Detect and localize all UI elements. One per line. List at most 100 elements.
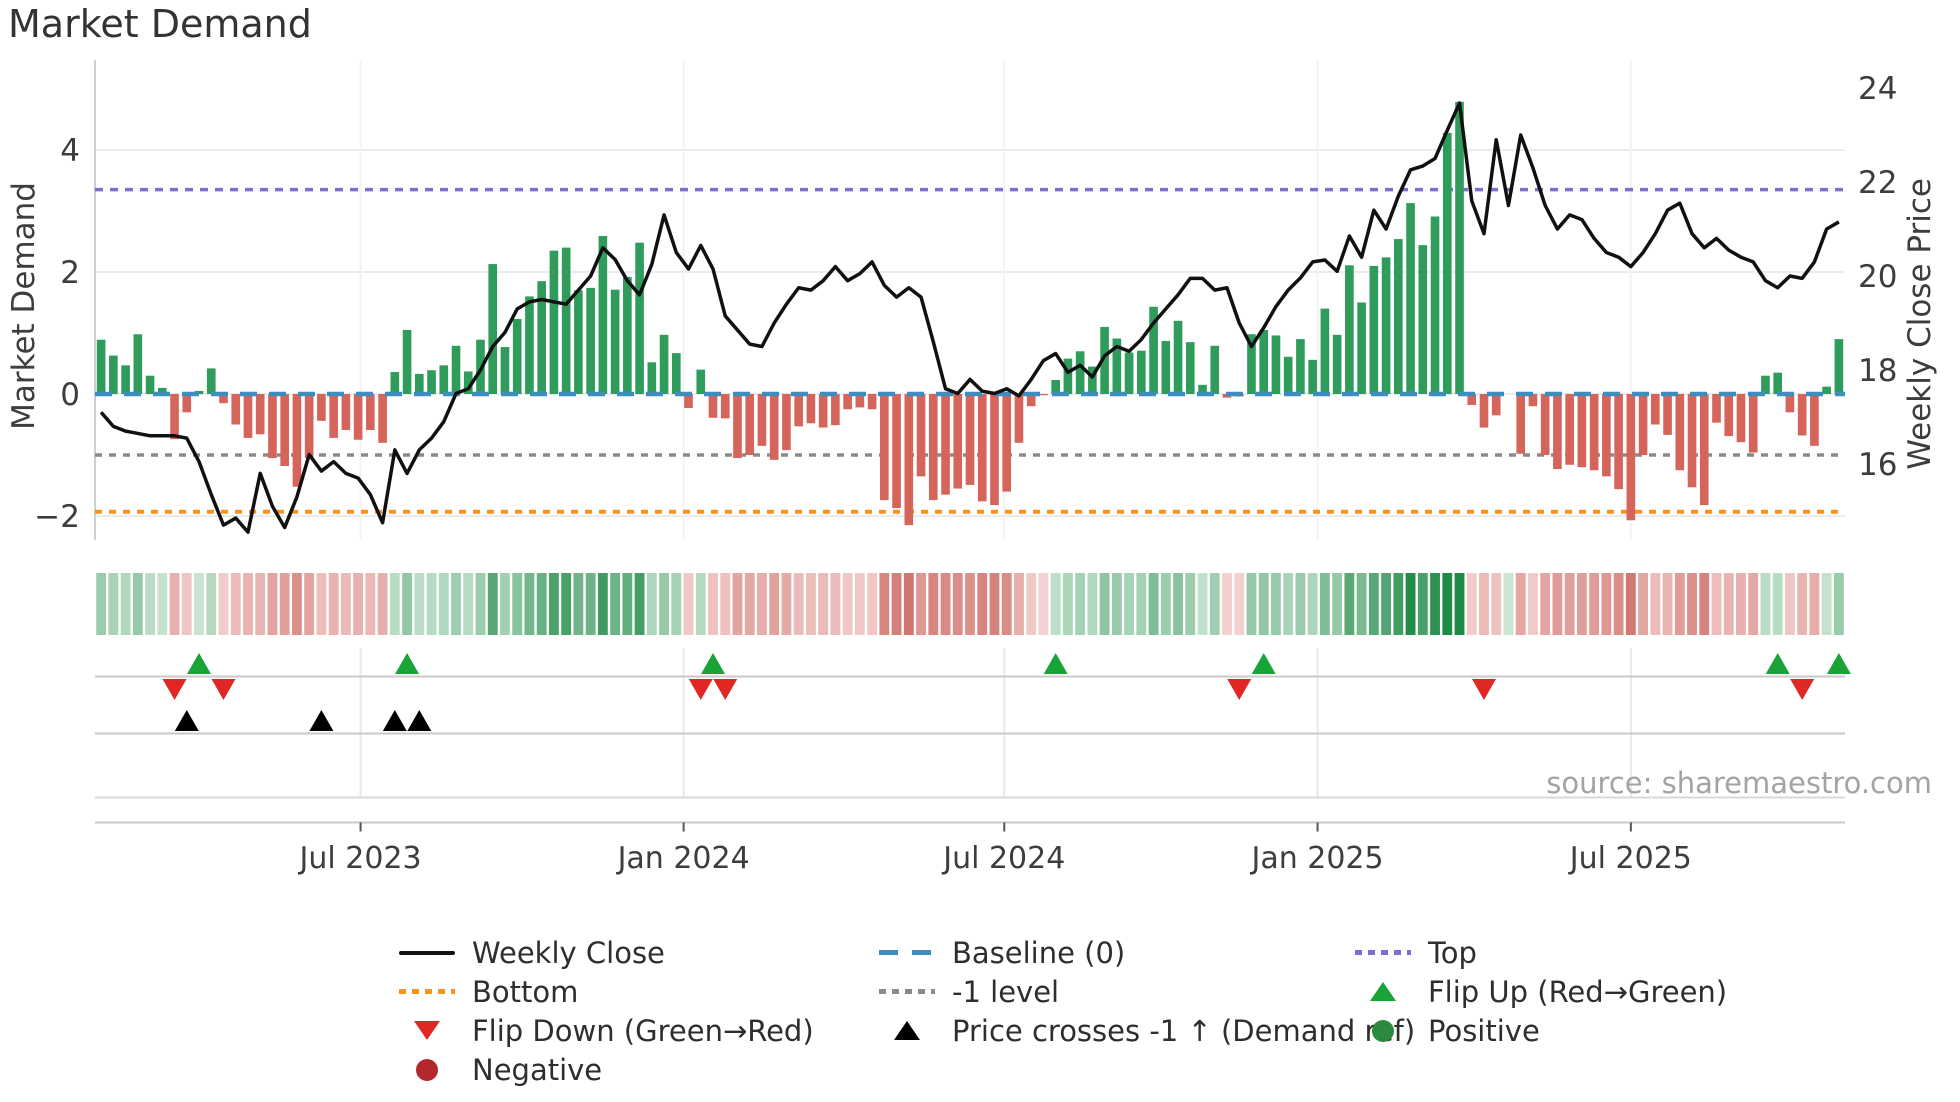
circle-green-icon [1372,1019,1394,1042]
heatmap-cell [1589,573,1600,635]
heatmap-cell [1515,573,1526,635]
heatmap-cell [1222,573,1232,635]
heatmap-cell [1601,573,1612,635]
heatmap-cell [928,573,939,635]
demand-bar-negative [977,394,987,502]
demand-bar-positive [1259,329,1269,394]
price-cross-triangle-icon [309,710,334,731]
heatmap-cell [463,573,474,635]
heatmap-cell [304,573,315,635]
flip-down-triangle-icon [713,679,738,700]
price-cross-markers [174,710,432,731]
legend-label: Bottom [472,974,579,1009]
heatmap-cell [157,573,168,635]
heatmap-cell [108,573,119,635]
heatmap-cell [487,573,498,635]
heatmap-cell [903,573,914,635]
demand-bar-positive [623,276,632,394]
demand-bar-positive [1112,338,1122,394]
demand-bar-positive [1283,356,1293,394]
legend-item-flip-up-red-green: Flip Up (Red→Green) [1352,972,1727,1011]
demand-bar-positive [1308,359,1317,394]
heatmap-cell [292,573,302,635]
flip-down-triangle-icon [688,679,713,700]
demand-bar-positive [1381,257,1391,394]
demand-bar-negative [353,394,363,440]
demand-bar-negative [1467,394,1477,405]
y-left-tick-label: 4 [60,133,80,169]
legend-item-bottom: Bottom [396,972,814,1011]
flip-down-triangle-icon [211,679,236,700]
heatmap-cell [1087,573,1098,635]
x-tick-label: Jul 2023 [298,841,422,876]
heatmap-cell [120,573,131,635]
heatmap-cell [1209,573,1220,635]
heatmap-cell [365,573,376,635]
demand-bar-negative [1736,394,1746,443]
demand-bar-negative [745,394,755,455]
demand-bar-positive [1075,351,1085,394]
heatmap-cell [1368,573,1379,635]
demand-bar-positive [671,353,681,394]
heatmap-cell [1772,573,1783,635]
legend-label: Price crosses -1 ↑ (Demand ref) [952,1013,1416,1048]
heatmap-cell [512,573,523,635]
demand-bar-positive [1345,265,1354,394]
heatmap-cell [145,573,155,635]
heatmap-cell [451,573,461,635]
demand-bar-negative [892,394,901,509]
demand-bar-negative [1724,394,1734,437]
heatmap-cell [169,573,180,635]
heatmap-cell [818,573,829,635]
demand-bar-positive [1137,350,1146,394]
demand-bar-negative [990,394,999,506]
heatmap-cell [243,573,253,635]
demand-bar-positive [1271,335,1281,394]
heatmap-cell [1026,573,1037,635]
heatmap-cell [1662,573,1673,635]
demand-bar-positive [488,264,498,394]
demand-bar-negative [1699,394,1709,506]
heatmap-cell [708,573,718,635]
flip-down-triangle-icon [1471,679,1496,700]
demand-bar-positive [451,345,461,394]
heatmap-cell [830,573,841,635]
heatmap-cell [1528,573,1538,635]
flip-down-markers [162,679,1815,700]
demand-bar-positive [500,347,510,394]
heatmap-cell [1258,573,1269,635]
demand-bar-positive [696,369,706,394]
price-cross-triangle-icon [174,710,199,731]
heatmap-cell [1160,573,1171,635]
demand-bar-positive [549,250,559,394]
heatmap-cell [1785,573,1795,635]
legend-item-1-level: -1 level [876,972,1415,1011]
demand-bar-negative [1589,394,1599,471]
heatmap-cell [573,573,584,635]
demand-bar-positive [1320,308,1330,394]
heatmap-cell [389,573,400,635]
legend-item-positive: Positive [1352,1011,1727,1050]
flip-up-triangle-icon [187,653,212,674]
heatmap-cell [671,573,682,635]
demand-bar-negative [292,394,302,487]
heatmap-cell [475,573,486,635]
demand-bar-positive [414,373,424,394]
heatmap-cell [1319,573,1330,635]
heatmap-cell [854,573,865,635]
legend-label: Negative [472,1052,603,1087]
demand-bar-positive [1418,245,1428,394]
heatmap-cell [1748,573,1759,635]
chart-legend: Weekly Close Bottom Flip Down (Green→Red) N… [0,933,1960,1093]
heatmap-cell [879,573,890,635]
heatmap-cell [1356,573,1367,635]
demand-bar-negative [855,394,865,408]
price-cross-triangle-icon [407,710,432,731]
heatmap-cell [402,573,412,635]
heatmap-cell [1479,573,1489,635]
heatmap-cell [610,573,621,635]
heatmap-cell [206,573,217,635]
demand-bar-positive [1247,334,1256,394]
x-tick-label: Jan 2025 [1249,841,1383,876]
